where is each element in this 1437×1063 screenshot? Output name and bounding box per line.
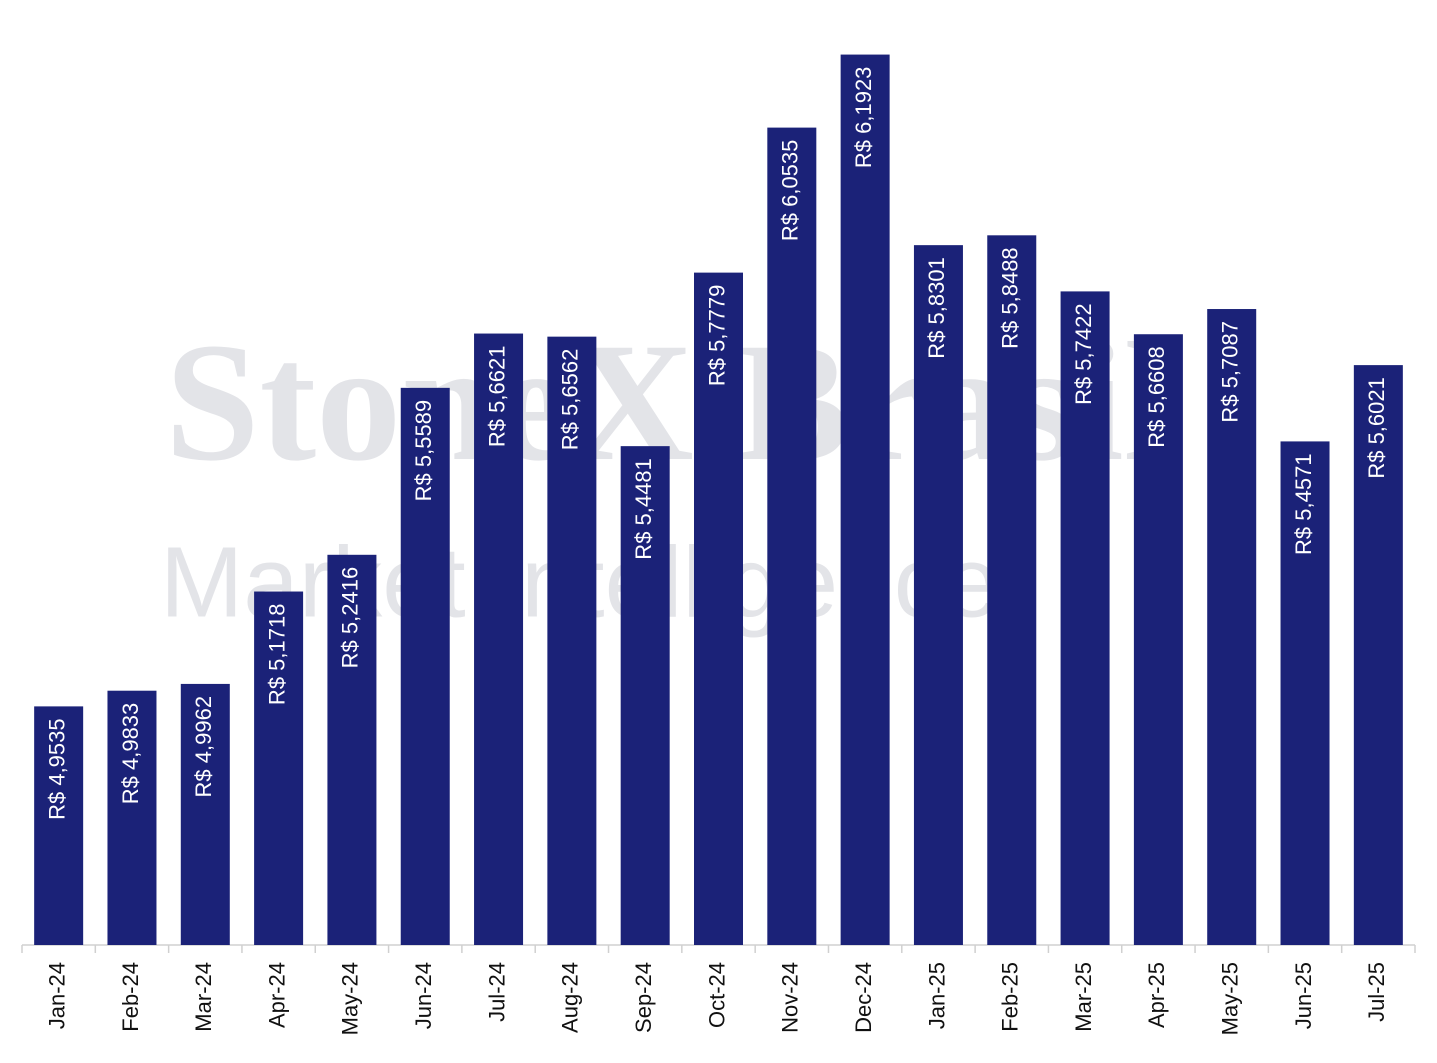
bar [34,706,84,945]
bar [180,683,230,945]
x-tick-label: Apr-24 [264,962,289,1028]
x-tick-label: Jun-24 [411,962,436,1029]
x-tick-label: Feb-24 [118,962,143,1032]
bar [1280,441,1330,945]
value-label: R$ 5,1718 [264,604,289,706]
value-label: R$ 5,8488 [998,247,1023,349]
bar [1060,291,1110,945]
x-tick-label: Jul-24 [484,962,509,1022]
bar [767,127,817,946]
value-label: R$ 4,9833 [118,703,143,805]
x-tick-label: Apr-25 [1144,962,1169,1028]
x-tick-label: Mar-24 [191,962,216,1032]
value-label: R$ 4,9962 [191,696,216,798]
bar [913,245,963,945]
value-label: R$ 6,0535 [778,140,803,242]
value-label: R$ 6,1923 [851,67,876,169]
x-tick-label: Jun-25 [1291,962,1316,1029]
x-tick-label: May-24 [338,962,363,1035]
value-label: R$ 5,7422 [1071,303,1096,405]
value-label: R$ 5,7087 [1218,321,1243,423]
bar [987,235,1037,945]
value-label: R$ 4,9535 [44,718,69,820]
bar [254,591,304,945]
x-tick-label: Feb-25 [998,962,1023,1032]
value-label: R$ 5,6562 [558,349,583,451]
bar [694,272,743,945]
x-tick-label: Aug-24 [558,962,583,1033]
x-tick-label: May-25 [1218,962,1243,1035]
x-tick-label: Nov-24 [778,962,803,1033]
bar [474,333,524,945]
x-tick-label: Dec-24 [851,962,876,1033]
bar [1207,309,1257,945]
bar [1353,365,1403,946]
x-tick-label: Jul-25 [1364,962,1389,1022]
x-tick-label: Sep-24 [631,962,656,1033]
bar [400,387,450,946]
x-tick-label: Jan-24 [44,962,69,1029]
bar [107,690,157,945]
x-tick-label: Oct-24 [704,962,729,1028]
x-tick-label: Mar-25 [1071,962,1096,1032]
value-label: R$ 5,6608 [1144,346,1169,448]
bar [620,446,670,945]
value-label: R$ 5,7779 [704,285,729,387]
value-label: R$ 5,4481 [631,458,656,560]
x-tick-label: Jan-25 [924,962,949,1029]
bar [840,54,890,946]
bar [1133,334,1183,945]
value-label: R$ 5,5589 [411,400,436,502]
value-label: R$ 5,2416 [338,567,363,669]
value-label: R$ 5,6021 [1364,377,1389,479]
value-label: R$ 5,4571 [1291,453,1316,555]
bar [327,554,377,945]
value-label: R$ 5,8301 [924,257,949,359]
value-label: R$ 5,6621 [484,346,509,448]
bar [547,336,597,945]
